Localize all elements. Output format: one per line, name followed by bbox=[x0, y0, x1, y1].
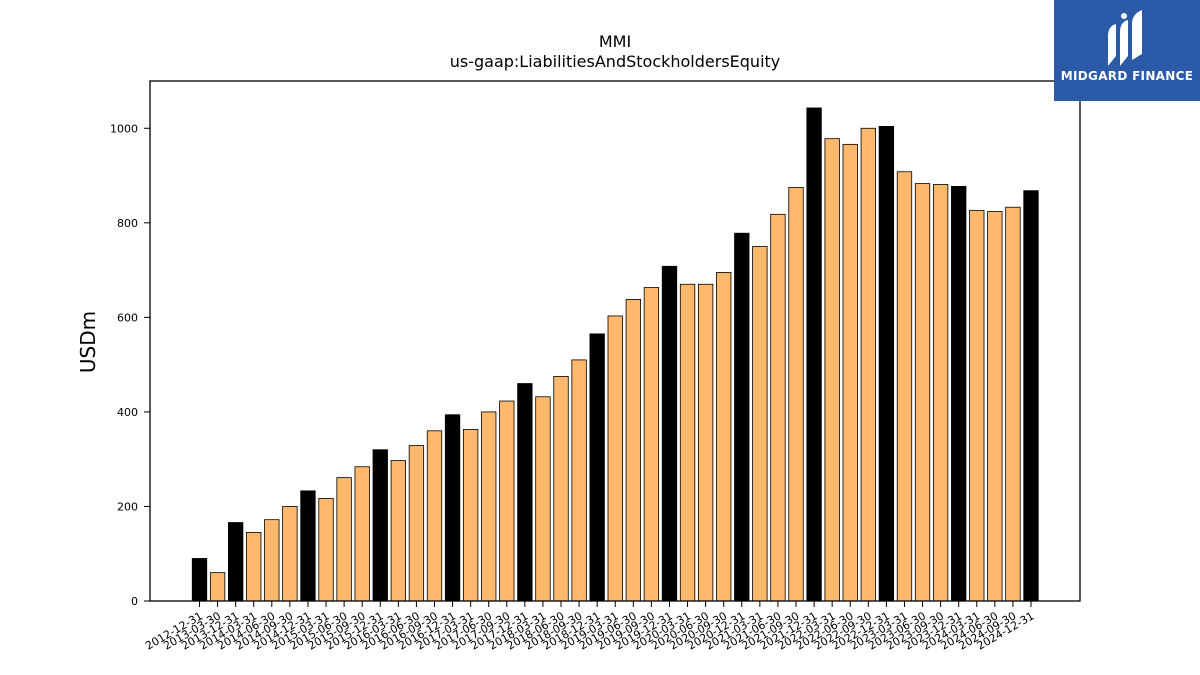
bar-2019-09-30 bbox=[643, 287, 660, 602]
bar-2016-06-30 bbox=[408, 445, 425, 602]
bar-2016-12-31 bbox=[444, 414, 461, 602]
bar-2013-12-31 bbox=[228, 522, 244, 602]
bar-2021-06-30 bbox=[770, 213, 786, 602]
y-tick-label: 0 bbox=[131, 595, 138, 608]
bar-2019-06-30 bbox=[625, 298, 641, 602]
y-tick-label: 600 bbox=[117, 311, 138, 324]
y-tick-label: 1000 bbox=[110, 122, 138, 135]
bar-2023-12-31 bbox=[951, 186, 967, 602]
bar-2015-06-30 bbox=[336, 477, 352, 602]
bar-2017-03-31 bbox=[462, 428, 479, 602]
bar-2023-06-30 bbox=[914, 183, 931, 602]
bar-2020-09-30 bbox=[716, 272, 732, 602]
bar-2014-12-31 bbox=[300, 490, 316, 602]
bar-2017-09-30 bbox=[499, 400, 515, 602]
bar-2012-12-31 bbox=[191, 558, 208, 602]
bar-2020-03-31 bbox=[679, 283, 696, 602]
bar-2015-12-31 bbox=[372, 449, 388, 602]
y-tick-label: 400 bbox=[117, 406, 138, 419]
bar-2021-03-31 bbox=[752, 246, 768, 602]
bar-2023-03-31 bbox=[896, 171, 913, 602]
x-axis-ticks: 2012-12-312013-03-302013-12-312014-03-31… bbox=[143, 601, 1037, 653]
bar-2022-03-31 bbox=[824, 138, 840, 602]
bar-2018-06-30 bbox=[553, 376, 569, 602]
midgard-finance-logo: MIDGARD FINANCE bbox=[1054, 0, 1200, 101]
bar-2018-03-31 bbox=[535, 396, 551, 602]
bar-2024-06-30 bbox=[987, 211, 1003, 602]
bar-2022-09-30 bbox=[860, 127, 876, 602]
logo-text: MIDGARD FINANCE bbox=[1060, 69, 1194, 83]
bar-2021-12-31 bbox=[806, 107, 822, 602]
y-axis-ticks: 0 200 400 600 800 1000 bbox=[110, 122, 150, 608]
bar-2022-12-31 bbox=[878, 125, 895, 602]
bar-2014-06-30 bbox=[264, 519, 280, 602]
bar-2015-03-31 bbox=[318, 498, 334, 602]
bar-2021-09-30 bbox=[788, 186, 804, 602]
bar-2024-03-31 bbox=[969, 210, 985, 602]
bar-2013-03-30 bbox=[209, 572, 226, 602]
bar-2017-06-30 bbox=[481, 411, 497, 602]
bar-2019-12-31 bbox=[661, 265, 678, 602]
bar-2015-09-30 bbox=[354, 466, 370, 602]
bar-2024-12-31 bbox=[1023, 190, 1039, 602]
bar-2016-09-30 bbox=[426, 430, 443, 602]
bar-2024-09-30 bbox=[1005, 206, 1021, 602]
bar-2022-06-30 bbox=[842, 143, 858, 602]
chart-title: MMI bbox=[598, 32, 632, 51]
plot-frame bbox=[149, 80, 1081, 602]
bar-2019-03-31 bbox=[607, 315, 623, 602]
bar-2020-12-31 bbox=[734, 232, 750, 602]
y-tick-label: 200 bbox=[117, 500, 138, 513]
bar-2017-12-31 bbox=[517, 383, 533, 602]
bar-2014-03-31 bbox=[246, 532, 262, 602]
bars-group bbox=[191, 107, 1039, 602]
bar-2018-09-30 bbox=[571, 359, 587, 602]
chart-subtitle: us-gaap:LiabilitiesAndStockholdersEquity bbox=[449, 52, 781, 71]
bar-2020-06-30 bbox=[697, 283, 714, 602]
y-tick-label: 800 bbox=[117, 217, 138, 230]
bar-2023-09-30 bbox=[932, 184, 949, 602]
bar-2016-03-31 bbox=[390, 460, 406, 602]
midgard-logo-icon bbox=[1108, 10, 1142, 66]
bar-2014-09-30 bbox=[282, 506, 298, 602]
bar-2018-12-31 bbox=[589, 333, 605, 602]
